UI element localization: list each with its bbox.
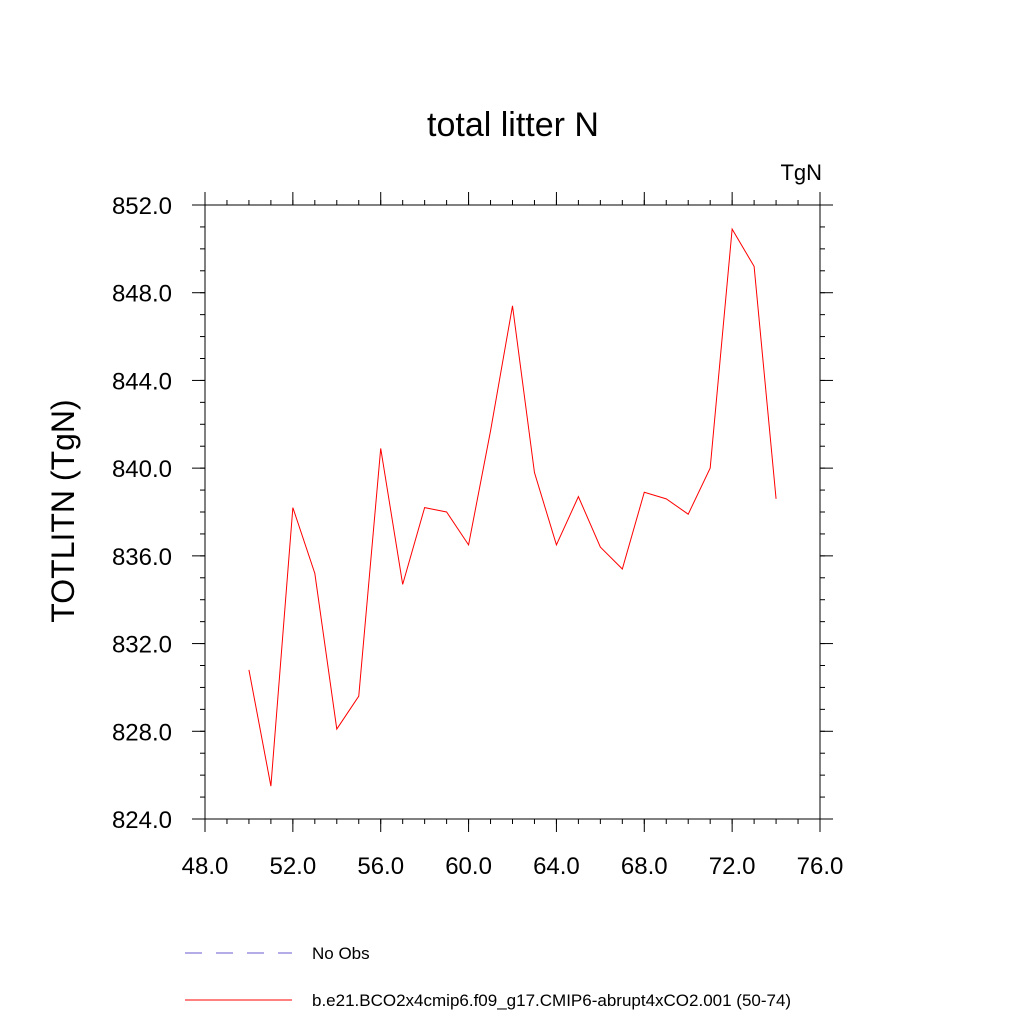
x-tick-label: 72.0 [709,853,756,880]
chart-title: total litter N [427,106,599,144]
series-layer [248,227,777,787]
y-tick-label: 844.0 [112,368,172,395]
y-tick-label: 824.0 [112,807,172,834]
y-axis-label: TOTLITN (TgN) [45,399,81,622]
x-tick-label: 52.0 [269,853,316,880]
units-label: TgN [780,160,822,185]
y-tick-label: 840.0 [112,456,172,483]
y-tick-label: 832.0 [112,632,172,659]
series-line-0 [248,227,777,787]
legend: No Obs b.e21.BCO2x4cmip6.f09_g17.CMIP6-a… [185,944,791,1010]
y-tick-labels: 824.0 828.0 832.0 836.0 840.0 844.0 848.0 852.0 [112,193,172,834]
x-tick-label: 64.0 [533,853,580,880]
x-tick-labels: 48.0 52.0 56.0 60.0 64.0 68.0 72.0 76.0 [182,853,844,880]
y-tick-label: 836.0 [112,544,172,571]
y-tick-label: 828.0 [112,719,172,746]
plot-frame [204,204,821,820]
ticks-layer [192,192,833,832]
x-tick-label: 68.0 [621,853,668,880]
x-tick-label: 76.0 [797,853,844,880]
legend-label-model: b.e21.BCO2x4cmip6.f09_g17.CMIP6-abrupt4x… [312,991,791,1010]
y-tick-label: 848.0 [112,281,172,308]
x-tick-label: 48.0 [182,853,229,880]
legend-label-no-obs: No Obs [312,944,370,963]
x-tick-label: 56.0 [357,853,404,880]
y-tick-label: 852.0 [112,193,172,220]
x-tick-label: 60.0 [445,853,492,880]
